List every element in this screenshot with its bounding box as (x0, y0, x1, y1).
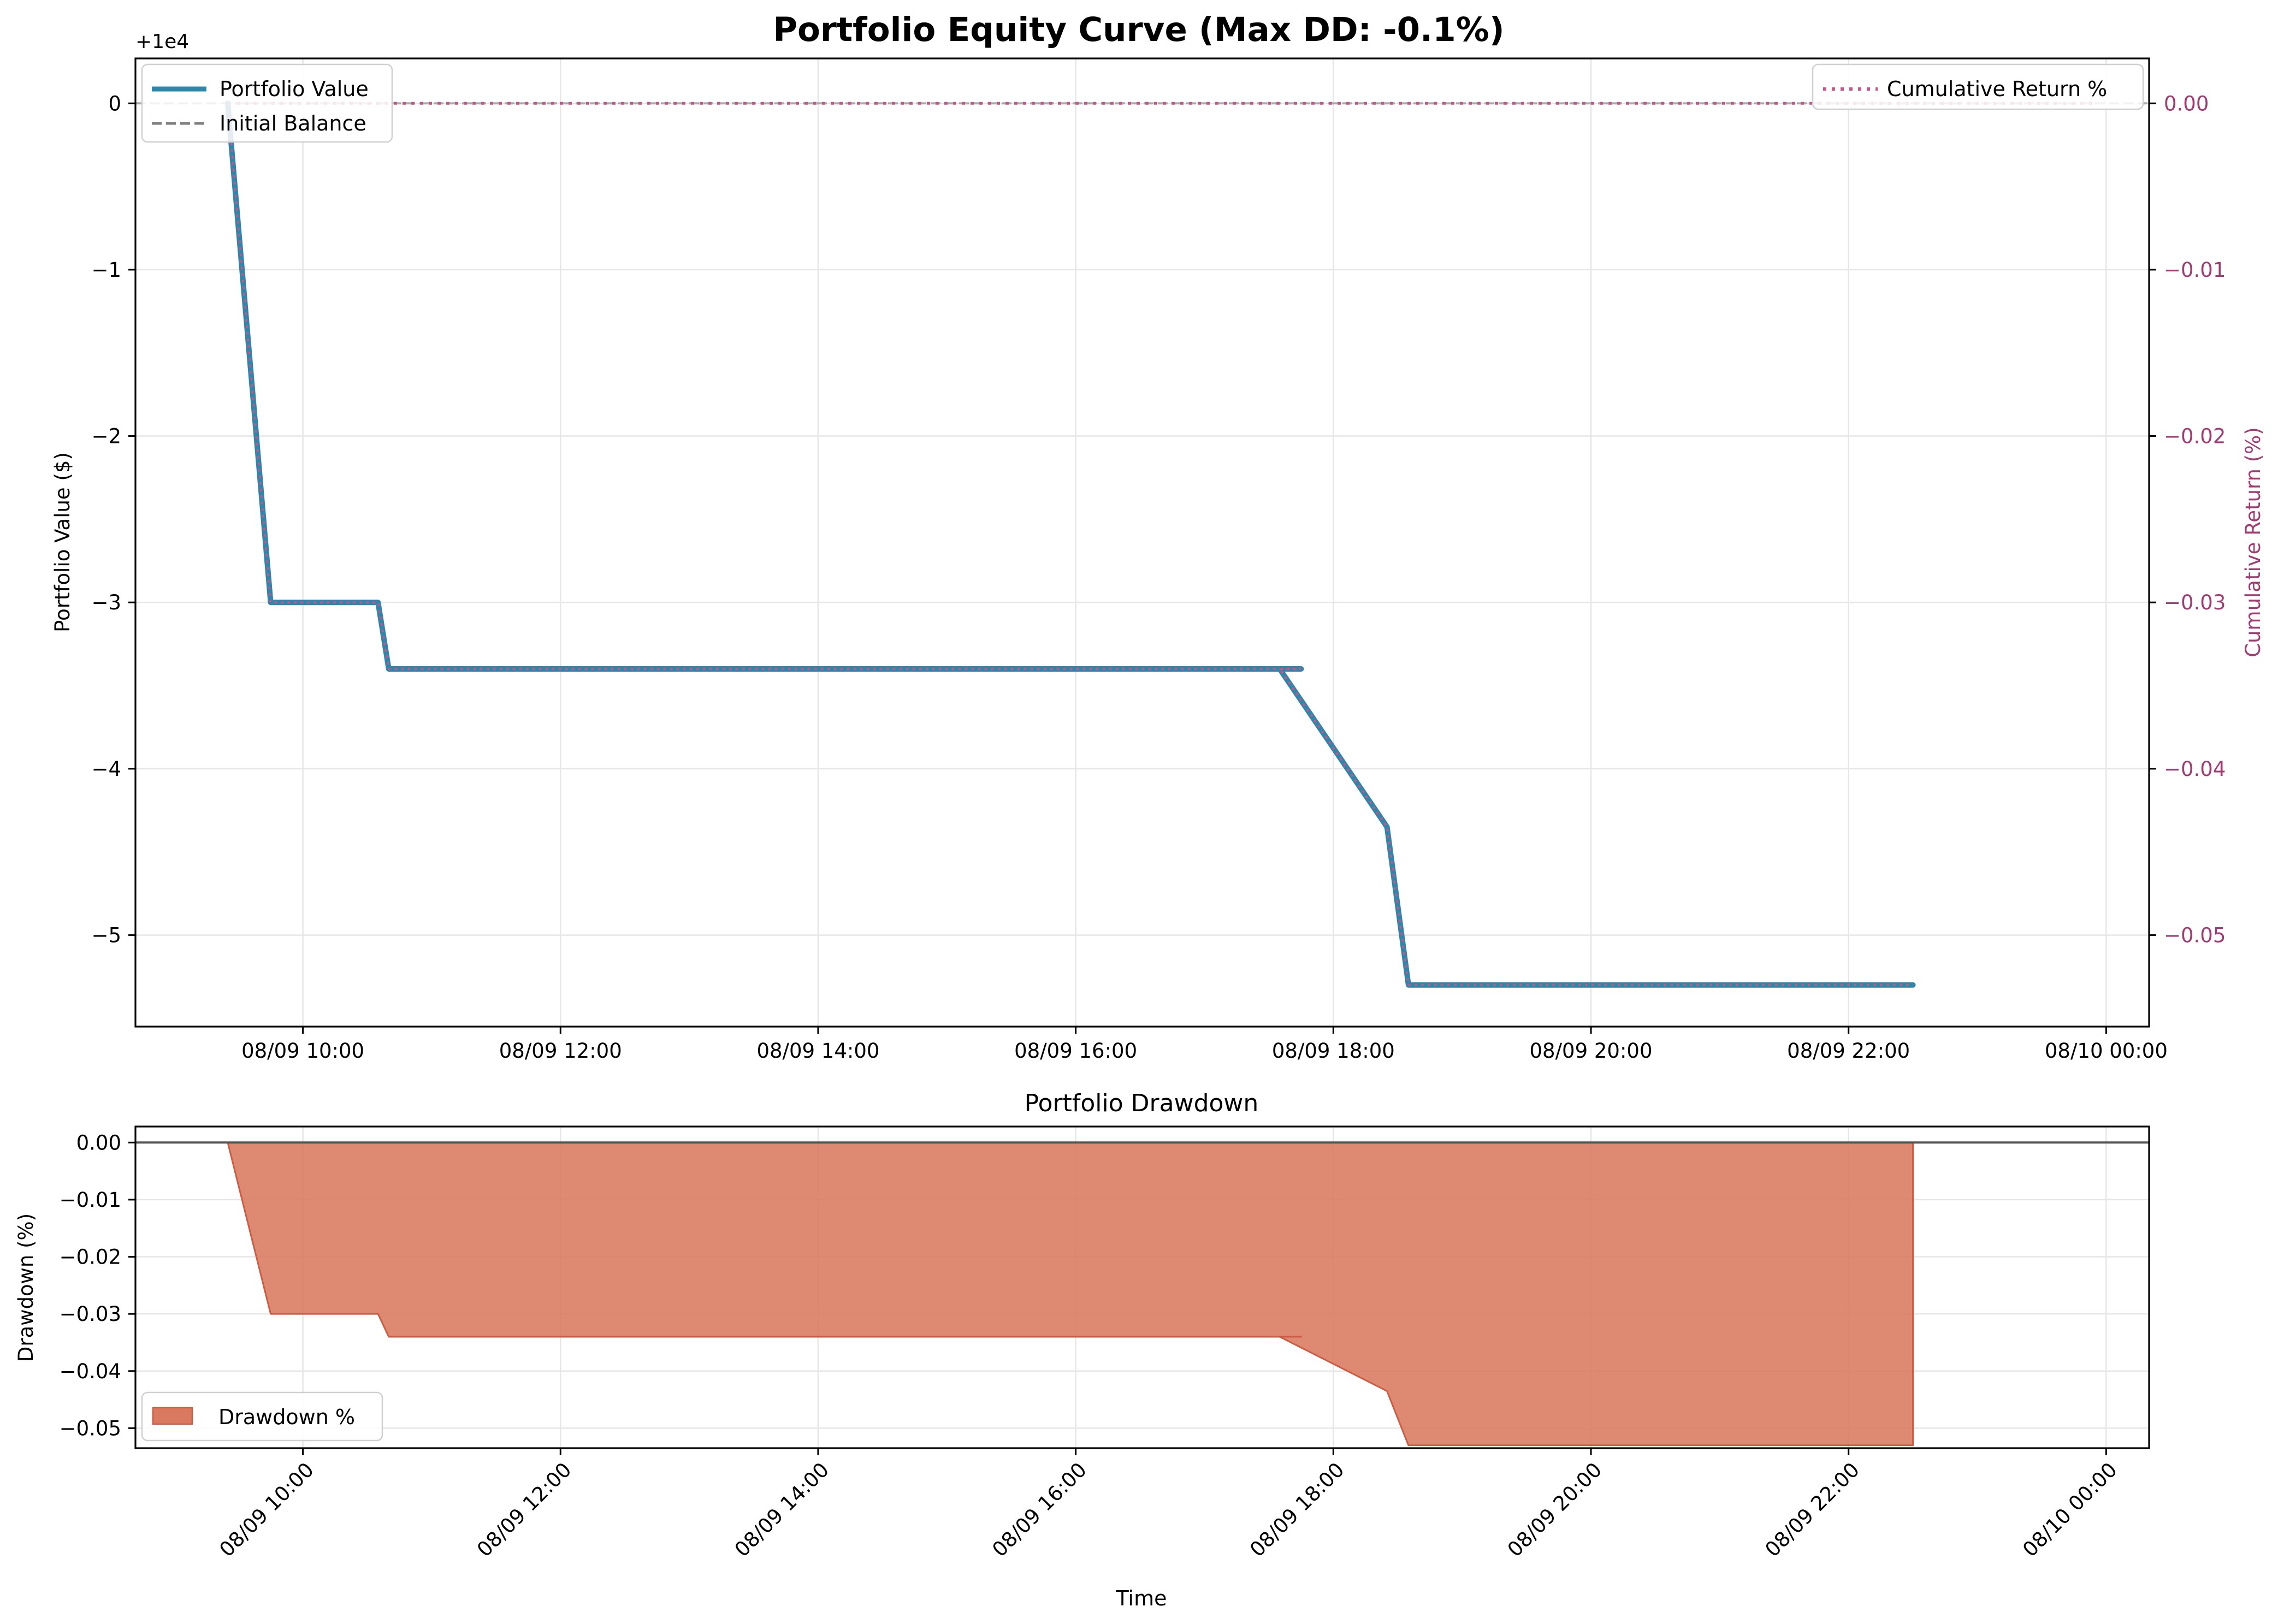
y2-tick-label: −0.02 (2164, 425, 2226, 448)
y-tick-label: −0.01 (60, 1188, 121, 1212)
series-portfolio-value-line (225, 100, 1916, 988)
equity-y-axis-label: Portfolio Value ($) (51, 452, 74, 632)
legend-cumulative-return: Cumulative Return % (1887, 77, 2107, 101)
x-tick-label: 08/09 12:00 (499, 1039, 622, 1063)
x-tick-label: 08/09 20:00 (1530, 1039, 1653, 1063)
equity-y-axis: 0 −1 −2 −3 −4 −5 (91, 92, 135, 947)
x-tick-label: 08/09 10:00 (241, 1039, 364, 1063)
y-tick-label: −0.04 (60, 1360, 121, 1383)
drawdown-y-axis: 0.00 −0.01 −0.02 −0.03 −0.04 −0.05 (60, 1131, 135, 1440)
y2-tick-label: −0.01 (2164, 258, 2226, 282)
drawdown-x-axis-label: Time (1116, 1586, 1167, 1610)
legend-drawdown: Drawdown % (218, 1405, 355, 1429)
y-tick-label: −0.03 (60, 1302, 121, 1326)
y-tick-label: −0.05 (60, 1416, 121, 1440)
y-tick-label: −0.02 (60, 1246, 121, 1269)
drawdown-chart-title: Portfolio Drawdown (1025, 1089, 1259, 1117)
equity-legend-right: Cumulative Return % (1812, 63, 2144, 110)
y-tick-label: 0.00 (76, 1131, 121, 1154)
y2-tick-label: −0.05 (2164, 923, 2226, 947)
y2-tick-label: −0.04 (2164, 757, 2226, 781)
x-tick-label: 08/09 18:00 (1272, 1039, 1395, 1063)
equity-chart-title: Portfolio Equity Curve (Max DD: -0.1%) (773, 10, 1504, 49)
y-tick-label: 0 (108, 92, 121, 115)
drawdown-axes-frame (134, 1125, 2150, 1449)
y2-tick-label: 0.00 (2164, 92, 2209, 115)
y-tick-label: −5 (91, 923, 121, 947)
y-tick-label: −4 (91, 757, 121, 781)
equity-legend-left: Portfolio Value Initial Balance (141, 63, 393, 143)
x-tick-label: 08/09 22:00 (1787, 1039, 1910, 1063)
equity-x-axis: 08/09 10:00 08/09 12:00 08/09 14:00 08/09 1… (241, 1027, 2168, 1063)
equity-axes-frame (134, 57, 2150, 1028)
y-tick-label: −3 (91, 591, 121, 614)
equity-grid (135, 58, 2149, 1027)
series-drawdown-area (227, 1141, 1914, 1447)
cumulative-return-axis: 0.00 −0.01 −0.02 −0.03 −0.04 −0.05 (2149, 92, 2226, 947)
y-offset-label: +1e4 (135, 31, 189, 53)
x-tick-label: 08/09 16:00 (1014, 1039, 1137, 1063)
drawdown-plot-area (135, 1141, 2149, 1447)
y-tick-label: −1 (91, 258, 121, 282)
legend-initial-balance: Initial Balance (220, 111, 366, 135)
legend-drawdown-swatch (152, 1407, 193, 1425)
drawdown-legend: Drawdown % (141, 1391, 383, 1442)
drawdown-y-axis-label: Drawdown (%) (14, 1213, 38, 1362)
y2-tick-label: −0.03 (2164, 591, 2226, 614)
x-tick-label: 08/09 14:00 (756, 1039, 879, 1063)
x-tick-label: 08/10 00:00 (2045, 1039, 2168, 1063)
y-tick-label: −2 (91, 425, 121, 448)
legend-portfolio-value: Portfolio Value (220, 77, 369, 101)
cumulative-return-axis-label: Cumulative Return (%) (2241, 427, 2265, 657)
